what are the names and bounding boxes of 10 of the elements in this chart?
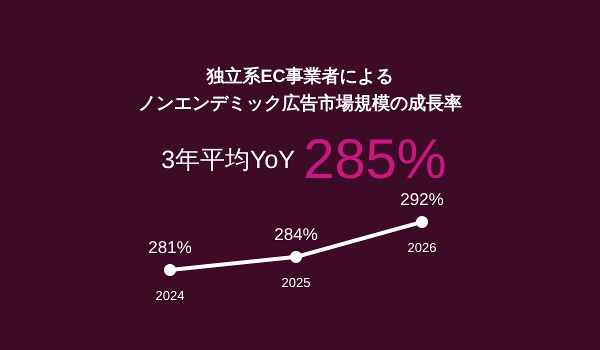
x-tick-label: 2026 (408, 240, 436, 255)
title: 独立系EC事業者による (206, 66, 394, 86)
annotation: 3年平均YoY (161, 146, 295, 174)
annotation: 285% (303, 127, 447, 190)
data-label: 292% (400, 190, 444, 209)
subtitle: ノンエンデミック広告市場規模の成長率 (138, 93, 462, 113)
x-tick-label: 2025 (282, 274, 310, 290)
data-label: 281% (148, 238, 192, 257)
data-label: 284% (274, 224, 318, 244)
x-tick-label: 2024 (156, 288, 184, 303)
